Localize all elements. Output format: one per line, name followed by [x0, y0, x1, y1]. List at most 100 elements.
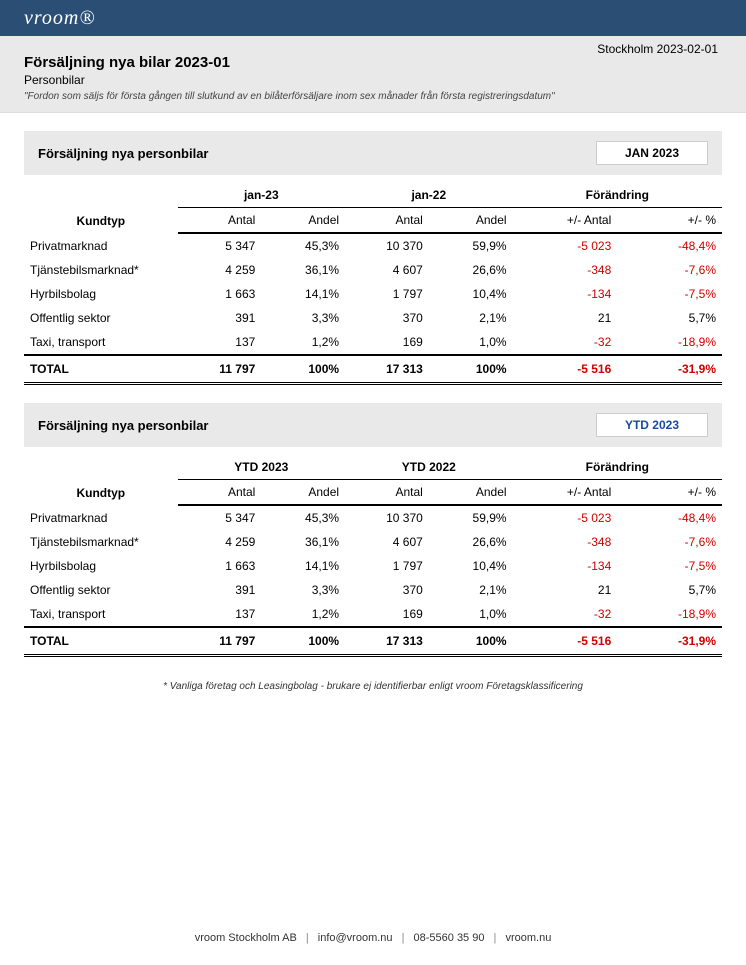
- cell-antal-b: 4 607: [345, 530, 429, 554]
- cell-delta-pct: 5,7%: [617, 578, 722, 602]
- footer-phone: 08-5560 35 90: [414, 932, 485, 944]
- col-delta-pct: +/- %: [617, 480, 722, 506]
- footer: vroom Stockholm AB | info@vroom.nu | 08-…: [0, 932, 746, 964]
- cell-delta-antal: -348: [513, 530, 618, 554]
- cell-delta-antal: 21: [513, 578, 618, 602]
- table-row: Tjänstebilsmarknad*4 25936,1%4 60726,6%-…: [24, 258, 722, 282]
- dateline: Stockholm 2023-02-01: [597, 42, 718, 56]
- report-subtitle: Personbilar: [24, 73, 722, 87]
- footer-sep: |: [306, 932, 309, 944]
- total-label: TOTAL: [24, 627, 178, 656]
- footnote: * Vanliga företag och Leasingbolag - bru…: [24, 681, 722, 692]
- col-delta-antal: +/- Antal: [513, 480, 618, 506]
- total-delta-pct: -31,9%: [617, 355, 722, 384]
- cell-andel-b: 10,4%: [429, 282, 513, 306]
- row-label: Offentlig sektor: [24, 306, 178, 330]
- col-antal: Antal: [178, 208, 262, 234]
- cell-antal-b: 4 607: [345, 258, 429, 282]
- cell-delta-pct: -18,9%: [617, 330, 722, 355]
- table-wrap: Kundtypjan-23jan-22FörändringAntalAndelA…: [24, 183, 722, 385]
- col-forandring: Förändring: [513, 183, 722, 208]
- row-label: Taxi, transport: [24, 602, 178, 627]
- col-period-a: YTD 2023: [178, 455, 346, 480]
- col-andel: Andel: [429, 480, 513, 506]
- total-andel-a: 100%: [261, 627, 345, 656]
- table-total-row: TOTAL11 797100%17 313100%-5 516-31,9%: [24, 627, 722, 656]
- cell-andel-a: 36,1%: [261, 530, 345, 554]
- data-table: Kundtypjan-23jan-22FörändringAntalAndelA…: [24, 183, 722, 385]
- col-period-b: YTD 2022: [345, 455, 513, 480]
- row-label: Hyrbilsbolag: [24, 554, 178, 578]
- table-group-header: KundtypYTD 2023YTD 2022Förändring: [24, 455, 722, 480]
- col-andel: Andel: [261, 480, 345, 506]
- col-antal: Antal: [178, 480, 262, 506]
- table-row: Privatmarknad5 34745,3%10 37059,9%-5 023…: [24, 505, 722, 530]
- footer-sep: |: [402, 932, 405, 944]
- cell-andel-a: 1,2%: [261, 330, 345, 355]
- cell-andel-b: 59,9%: [429, 505, 513, 530]
- cell-andel-a: 36,1%: [261, 258, 345, 282]
- col-andel: Andel: [429, 208, 513, 234]
- cell-andel-b: 1,0%: [429, 330, 513, 355]
- section-header: Försäljning nya personbilar YTD 2023: [24, 403, 722, 447]
- section-label: Försäljning nya personbilar: [38, 418, 208, 433]
- total-delta-antal: -5 516: [513, 355, 618, 384]
- col-antal: Antal: [345, 208, 429, 234]
- cell-antal-b: 1 797: [345, 282, 429, 306]
- cell-antal-b: 169: [345, 330, 429, 355]
- row-label: Tjänstebilsmarknad*: [24, 530, 178, 554]
- cell-antal-b: 10 370: [345, 233, 429, 258]
- cell-andel-a: 14,1%: [261, 282, 345, 306]
- cell-antal-a: 391: [178, 578, 262, 602]
- total-andel-b: 100%: [429, 627, 513, 656]
- table-row: Offentlig sektor3913,3%3702,1%215,7%: [24, 578, 722, 602]
- cell-andel-b: 10,4%: [429, 554, 513, 578]
- col-delta-antal: +/- Antal: [513, 208, 618, 234]
- row-label: Taxi, transport: [24, 330, 178, 355]
- cell-andel-a: 45,3%: [261, 505, 345, 530]
- cell-antal-b: 169: [345, 602, 429, 627]
- cell-andel-b: 59,9%: [429, 233, 513, 258]
- col-kundtyp: Kundtyp: [24, 455, 178, 505]
- cell-andel-a: 14,1%: [261, 554, 345, 578]
- cell-delta-antal: -348: [513, 258, 618, 282]
- cell-delta-pct: -7,5%: [617, 282, 722, 306]
- table-row: Taxi, transport1371,2%1691,0%-32-18,9%: [24, 330, 722, 355]
- cell-delta-pct: -7,6%: [617, 258, 722, 282]
- cell-delta-antal: -134: [513, 282, 618, 306]
- cell-antal-a: 1 663: [178, 554, 262, 578]
- cell-delta-pct: -18,9%: [617, 602, 722, 627]
- table-total-row: TOTAL11 797100%17 313100%-5 516-31,9%: [24, 355, 722, 384]
- footer-url: vroom.nu: [505, 932, 551, 944]
- total-andel-b: 100%: [429, 355, 513, 384]
- cell-andel-a: 45,3%: [261, 233, 345, 258]
- total-antal-a: 11 797: [178, 355, 262, 384]
- cell-delta-antal: -32: [513, 602, 618, 627]
- row-label: Offentlig sektor: [24, 578, 178, 602]
- cell-andel-a: 1,2%: [261, 602, 345, 627]
- cell-delta-antal: -5 023: [513, 233, 618, 258]
- cell-andel-b: 26,6%: [429, 258, 513, 282]
- period-badge: YTD 2023: [596, 413, 708, 437]
- total-andel-a: 100%: [261, 355, 345, 384]
- total-label: TOTAL: [24, 355, 178, 384]
- total-delta-pct: -31,9%: [617, 627, 722, 656]
- cell-andel-a: 3,3%: [261, 306, 345, 330]
- col-antal: Antal: [345, 480, 429, 506]
- table-row: Taxi, transport1371,2%1691,0%-32-18,9%: [24, 602, 722, 627]
- total-antal-a: 11 797: [178, 627, 262, 656]
- cell-antal-a: 4 259: [178, 530, 262, 554]
- total-antal-b: 17 313: [345, 355, 429, 384]
- cell-antal-b: 10 370: [345, 505, 429, 530]
- row-label: Tjänstebilsmarknad*: [24, 258, 178, 282]
- cell-andel-b: 26,6%: [429, 530, 513, 554]
- col-period-b: jan-22: [345, 183, 513, 208]
- cell-andel-a: 3,3%: [261, 578, 345, 602]
- cell-andel-b: 2,1%: [429, 578, 513, 602]
- row-label: Hyrbilsbolag: [24, 282, 178, 306]
- footer-sep: |: [494, 932, 497, 944]
- cell-antal-a: 4 259: [178, 258, 262, 282]
- cell-antal-a: 137: [178, 602, 262, 627]
- cell-antal-a: 391: [178, 306, 262, 330]
- col-kundtyp: Kundtyp: [24, 183, 178, 233]
